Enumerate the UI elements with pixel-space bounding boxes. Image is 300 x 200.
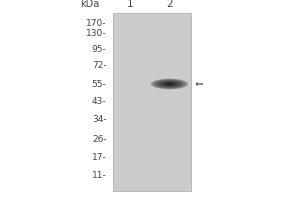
- Ellipse shape: [165, 83, 174, 85]
- Ellipse shape: [164, 83, 175, 86]
- Text: 95-: 95-: [92, 45, 106, 53]
- Ellipse shape: [157, 81, 182, 88]
- Ellipse shape: [158, 81, 181, 87]
- Ellipse shape: [154, 80, 185, 88]
- Ellipse shape: [159, 81, 180, 87]
- Bar: [112, 13, 190, 191]
- Ellipse shape: [160, 82, 178, 87]
- Text: 2: 2: [166, 0, 173, 9]
- Text: 26-: 26-: [92, 134, 106, 144]
- Ellipse shape: [160, 81, 179, 87]
- Ellipse shape: [167, 83, 172, 85]
- Text: kDa: kDa: [80, 0, 100, 9]
- Text: 17-: 17-: [92, 154, 106, 162]
- Ellipse shape: [155, 80, 184, 88]
- Ellipse shape: [161, 82, 178, 86]
- Ellipse shape: [153, 79, 186, 89]
- Ellipse shape: [154, 80, 184, 88]
- Text: 130-: 130-: [86, 28, 106, 38]
- Ellipse shape: [166, 83, 173, 85]
- Text: 43-: 43-: [92, 98, 106, 106]
- Text: 72-: 72-: [92, 62, 106, 71]
- Ellipse shape: [163, 82, 176, 86]
- Text: 170-: 170-: [86, 19, 106, 27]
- Ellipse shape: [152, 79, 187, 89]
- Text: 55-: 55-: [92, 80, 106, 88]
- Text: 1: 1: [127, 0, 134, 9]
- Ellipse shape: [151, 79, 188, 89]
- Text: 34-: 34-: [92, 116, 106, 124]
- Ellipse shape: [162, 82, 177, 86]
- Ellipse shape: [168, 84, 171, 85]
- Text: 11-: 11-: [92, 171, 106, 180]
- Ellipse shape: [156, 80, 183, 88]
- Ellipse shape: [150, 79, 189, 90]
